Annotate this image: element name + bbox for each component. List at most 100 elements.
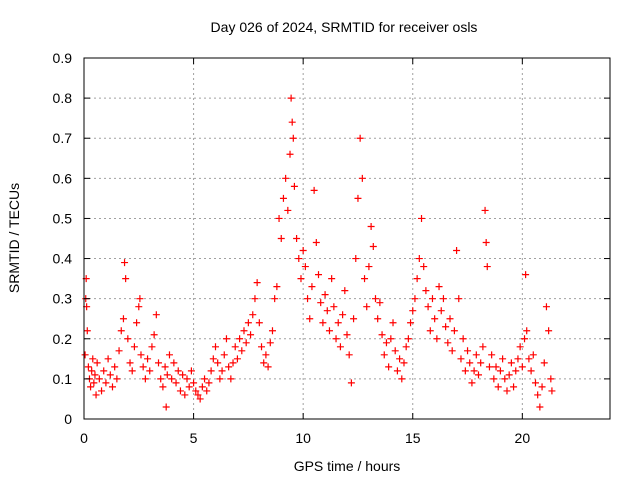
data-point bbox=[485, 363, 493, 371]
data-point bbox=[468, 379, 476, 387]
data-point bbox=[212, 343, 219, 351]
data-point bbox=[378, 331, 386, 339]
data-point bbox=[470, 367, 478, 375]
data-point bbox=[363, 303, 371, 311]
data-point bbox=[299, 247, 307, 255]
data-point bbox=[220, 351, 228, 359]
data-point bbox=[308, 283, 316, 291]
data-point bbox=[536, 403, 544, 411]
data-point bbox=[521, 335, 529, 343]
data-point bbox=[290, 182, 298, 190]
data-point bbox=[271, 295, 279, 303]
data-point bbox=[229, 359, 237, 367]
y-tick-label: 0.3 bbox=[53, 291, 73, 307]
data-point bbox=[176, 387, 184, 395]
y-tick-label: 0.9 bbox=[53, 50, 73, 66]
data-point bbox=[266, 339, 274, 347]
data-point bbox=[345, 351, 353, 359]
data-point bbox=[358, 174, 366, 182]
data-point bbox=[157, 375, 165, 383]
data-point bbox=[287, 94, 295, 102]
data-point bbox=[288, 118, 296, 126]
data-point bbox=[119, 315, 127, 323]
data-point bbox=[179, 371, 187, 379]
data-point bbox=[207, 367, 215, 375]
data-point bbox=[540, 359, 548, 367]
data-point bbox=[547, 375, 555, 383]
data-point bbox=[525, 355, 533, 363]
data-point bbox=[507, 359, 515, 367]
x-tick-label: 0 bbox=[80, 430, 88, 446]
data-point bbox=[492, 363, 500, 371]
data-point bbox=[289, 134, 297, 142]
data-point bbox=[424, 303, 432, 311]
data-point bbox=[227, 375, 235, 383]
data-point bbox=[251, 295, 259, 303]
y-tick-label: 0 bbox=[64, 411, 72, 427]
data-point bbox=[198, 383, 206, 391]
data-point bbox=[165, 351, 173, 359]
data-point bbox=[428, 295, 436, 303]
data-point bbox=[496, 367, 504, 375]
y-tick-label: 0.8 bbox=[53, 90, 73, 106]
data-point bbox=[505, 371, 513, 379]
data-point bbox=[155, 359, 163, 367]
data-point bbox=[113, 375, 121, 383]
data-point bbox=[387, 335, 395, 343]
data-point bbox=[483, 263, 491, 271]
data-point bbox=[371, 295, 379, 303]
data-point bbox=[534, 391, 542, 399]
data-point bbox=[352, 255, 360, 263]
data-point bbox=[284, 206, 292, 214]
data-point bbox=[457, 355, 465, 363]
data-point bbox=[321, 291, 329, 299]
data-point bbox=[411, 295, 419, 303]
data-point bbox=[183, 375, 191, 383]
data-point bbox=[88, 367, 96, 375]
data-point bbox=[529, 351, 537, 359]
data-point bbox=[446, 315, 454, 323]
data-point bbox=[420, 263, 428, 271]
data-point bbox=[249, 311, 257, 319]
data-point bbox=[325, 327, 333, 335]
data-point bbox=[136, 295, 144, 303]
data-point bbox=[293, 235, 301, 242]
data-point bbox=[407, 319, 415, 327]
data-point bbox=[201, 375, 209, 383]
data-point bbox=[475, 371, 482, 379]
data-point bbox=[343, 331, 351, 339]
data-point bbox=[389, 319, 397, 327]
x-tick-label: 20 bbox=[515, 430, 531, 446]
data-point bbox=[135, 303, 143, 311]
data-point bbox=[130, 343, 138, 351]
data-point bbox=[466, 359, 474, 367]
data-point bbox=[455, 295, 463, 303]
data-point bbox=[464, 347, 472, 355]
data-point bbox=[531, 379, 539, 387]
data-point bbox=[218, 367, 226, 375]
data-point bbox=[95, 375, 103, 383]
data-point bbox=[542, 303, 550, 311]
data-point bbox=[413, 275, 421, 283]
data-point bbox=[347, 379, 355, 387]
data-point bbox=[350, 315, 358, 323]
data-point bbox=[501, 375, 509, 383]
data-point bbox=[354, 194, 362, 202]
data-point bbox=[83, 327, 91, 335]
data-point bbox=[310, 186, 318, 194]
data-point bbox=[196, 395, 204, 403]
grid bbox=[84, 58, 610, 419]
data-point bbox=[133, 319, 141, 327]
data-point bbox=[365, 263, 373, 271]
axis-ticks: 0 0.1 0.2 0.3 0.4 0.5 0.6 0.7 0.8 0.9 0 5 10 15 20 bbox=[53, 50, 610, 446]
y-tick-label: 0.6 bbox=[53, 170, 73, 186]
data-point bbox=[490, 375, 498, 383]
data-point bbox=[488, 351, 496, 359]
data-point bbox=[341, 287, 349, 295]
data-point bbox=[205, 379, 213, 387]
data-point bbox=[174, 367, 182, 375]
y-tick-label: 0.7 bbox=[53, 130, 73, 146]
data-point bbox=[185, 383, 193, 391]
